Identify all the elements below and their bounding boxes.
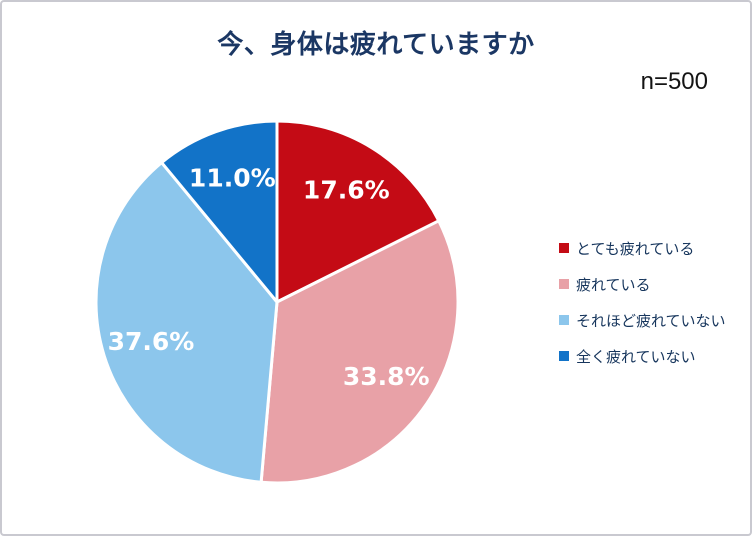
pie-slice-2 xyxy=(94,161,279,484)
sample-size-label: n=500 xyxy=(640,68,708,95)
legend-marker-very-tired xyxy=(559,243,569,253)
pie-slice-0 xyxy=(275,119,441,304)
legend-label-tired: 疲れている xyxy=(576,276,651,294)
pie-slice-label-1: 33.8% xyxy=(343,362,430,391)
pie-slice-label-3: 11.0% xyxy=(189,164,276,193)
pie-slice-label-2: 37.6% xyxy=(108,327,195,356)
legend-label-very-tired: とても疲れている xyxy=(576,240,695,258)
legend-marker-tired xyxy=(559,279,569,289)
legend-marker-not-so-tired xyxy=(559,315,569,325)
chart-title: 今、身体は疲れていますか xyxy=(217,29,535,59)
legend-item-tired: 疲れている xyxy=(559,266,726,302)
legend-item-very-tired: とても疲れている xyxy=(559,230,726,266)
legend-item-not-so-tired: それほど疲れていない xyxy=(559,302,726,338)
legend-label-not-so-tired: それほど疲れていない xyxy=(576,312,726,330)
legend-marker-not-tired-at-all xyxy=(559,351,569,361)
legend: とても疲れている 疲れている それほど疲れていない 全く疲れていない xyxy=(559,230,726,374)
legend-item-not-tired-at-all: 全く疲れていない xyxy=(559,338,726,374)
pie-slice-1 xyxy=(259,219,460,485)
legend-label-not-tired-at-all: 全く疲れていない xyxy=(576,348,696,366)
pie-slice-3 xyxy=(160,119,279,304)
pie-slice-label-0: 17.6% xyxy=(303,175,390,204)
